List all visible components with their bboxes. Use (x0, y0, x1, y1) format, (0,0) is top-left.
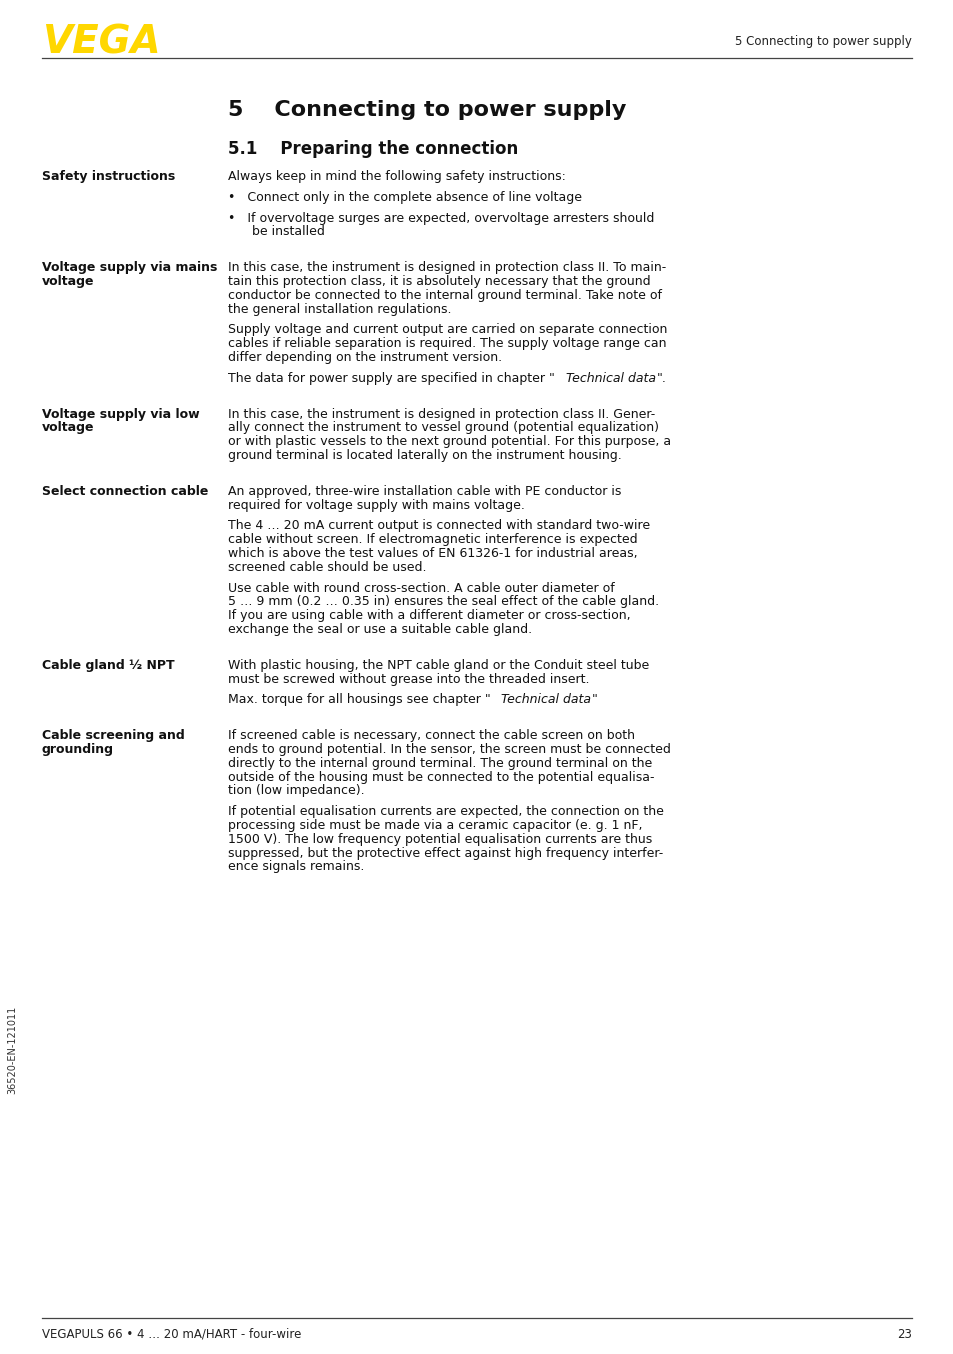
Text: tain this protection class, it is absolutely necessary that the ground: tain this protection class, it is absolu… (228, 275, 650, 288)
Text: ally connect the instrument to vessel ground (potential equalization): ally connect the instrument to vessel gr… (228, 421, 659, 435)
Text: Technical data: Technical data (500, 693, 590, 707)
Text: voltage: voltage (42, 421, 94, 435)
Text: grounding: grounding (42, 743, 113, 756)
Text: Select connection cable: Select connection cable (42, 485, 208, 498)
Text: tion (low impedance).: tion (low impedance). (228, 784, 364, 798)
Text: ": " (592, 693, 598, 707)
Text: 1500 V). The low frequency potential equalisation currents are thus: 1500 V). The low frequency potential equ… (228, 833, 652, 846)
Text: screened cable should be used.: screened cable should be used. (228, 561, 426, 574)
Text: exchange the seal or use a suitable cable gland.: exchange the seal or use a suitable cabl… (228, 623, 532, 636)
Text: ence signals remains.: ence signals remains. (228, 860, 364, 873)
Text: Max. torque for all housings see chapter ": Max. torque for all housings see chapter… (228, 693, 490, 707)
Text: Voltage supply via mains: Voltage supply via mains (42, 261, 217, 275)
Text: Voltage supply via low: Voltage supply via low (42, 408, 199, 421)
Text: cable without screen. If electromagnetic interference is expected: cable without screen. If electromagnetic… (228, 533, 637, 546)
Text: In this case, the instrument is designed in protection class II. Gener-: In this case, the instrument is designed… (228, 408, 655, 421)
Text: The data for power supply are specified in chapter ": The data for power supply are specified … (228, 372, 555, 385)
Text: If potential equalisation currents are expected, the connection on the: If potential equalisation currents are e… (228, 806, 663, 818)
Text: An approved, three-wire installation cable with PE conductor is: An approved, three-wire installation cab… (228, 485, 620, 498)
Text: processing side must be made via a ceramic capacitor (e. g. 1 nF,: processing side must be made via a ceram… (228, 819, 641, 831)
Text: suppressed, but the protective effect against high frequency interfer-: suppressed, but the protective effect ag… (228, 846, 662, 860)
Text: 5 … 9 mm (0.2 … 0.35 in) ensures the seal effect of the cable gland.: 5 … 9 mm (0.2 … 0.35 in) ensures the sea… (228, 596, 659, 608)
Text: 5    Connecting to power supply: 5 Connecting to power supply (228, 100, 626, 121)
Text: Safety instructions: Safety instructions (42, 171, 175, 183)
Text: ".: ". (657, 372, 666, 385)
Text: Technical data: Technical data (565, 372, 656, 385)
Text: If screened cable is necessary, connect the cable screen on both: If screened cable is necessary, connect … (228, 730, 635, 742)
Text: which is above the test values of EN 61326-1 for industrial areas,: which is above the test values of EN 613… (228, 547, 637, 561)
Text: With plastic housing, the NPT cable gland or the Conduit steel tube: With plastic housing, the NPT cable glan… (228, 659, 649, 672)
Text: VEGAPULS 66 • 4 … 20 mA/HART - four-wire: VEGAPULS 66 • 4 … 20 mA/HART - four-wire (42, 1327, 301, 1340)
Text: differ depending on the instrument version.: differ depending on the instrument versi… (228, 351, 501, 364)
Text: VEGA: VEGA (42, 23, 160, 61)
Text: or with plastic vessels to the next ground potential. For this purpose, a: or with plastic vessels to the next grou… (228, 435, 670, 448)
Text: voltage: voltage (42, 275, 94, 288)
Text: Use cable with round cross-section. A cable outer diameter of: Use cable with round cross-section. A ca… (228, 582, 614, 594)
Text: If you are using cable with a different diameter or cross-section,: If you are using cable with a different … (228, 609, 630, 623)
Text: 5 Connecting to power supply: 5 Connecting to power supply (735, 35, 911, 49)
Text: be installed: be installed (228, 225, 325, 238)
Text: •   If overvoltage surges are expected, overvoltage arresters should: • If overvoltage surges are expected, ov… (228, 211, 654, 225)
Text: cables if reliable separation is required. The supply voltage range can: cables if reliable separation is require… (228, 337, 666, 351)
Text: In this case, the instrument is designed in protection class II. To main-: In this case, the instrument is designed… (228, 261, 665, 275)
Text: •   Connect only in the complete absence of line voltage: • Connect only in the complete absence o… (228, 191, 581, 204)
Text: 23: 23 (896, 1327, 911, 1340)
Text: ends to ground potential. In the sensor, the screen must be connected: ends to ground potential. In the sensor,… (228, 743, 670, 756)
Text: outside of the housing must be connected to the potential equalisa-: outside of the housing must be connected… (228, 770, 654, 784)
Text: Always keep in mind the following safety instructions:: Always keep in mind the following safety… (228, 171, 565, 183)
Text: 5.1    Preparing the connection: 5.1 Preparing the connection (228, 139, 517, 158)
Text: the general installation regulations.: the general installation regulations. (228, 302, 451, 315)
Text: ground terminal is located laterally on the instrument housing.: ground terminal is located laterally on … (228, 450, 621, 462)
Text: The 4 … 20 mA current output is connected with standard two-wire: The 4 … 20 mA current output is connecte… (228, 520, 649, 532)
Text: Cable screening and: Cable screening and (42, 730, 185, 742)
Text: 36520-EN-121011: 36520-EN-121011 (7, 1006, 17, 1094)
Text: directly to the internal ground terminal. The ground terminal on the: directly to the internal ground terminal… (228, 757, 652, 770)
Text: conductor be connected to the internal ground terminal. Take note of: conductor be connected to the internal g… (228, 288, 661, 302)
Text: Cable gland ½ NPT: Cable gland ½ NPT (42, 659, 174, 672)
Text: required for voltage supply with mains voltage.: required for voltage supply with mains v… (228, 498, 524, 512)
Text: must be screwed without grease into the threaded insert.: must be screwed without grease into the … (228, 673, 589, 685)
Text: Supply voltage and current output are carried on separate connection: Supply voltage and current output are ca… (228, 324, 667, 336)
